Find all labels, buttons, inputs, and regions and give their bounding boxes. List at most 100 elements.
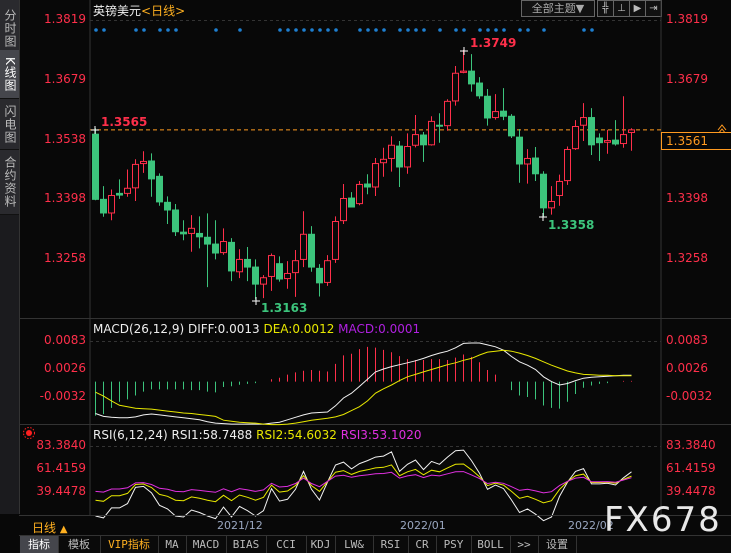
indicator-toolbar: 指标 模板 VIP指标 MA MACD BIAS CCI KDJ LW& RSI… xyxy=(19,535,731,553)
rsi-settings-icon xyxy=(23,427,35,439)
signal-dots xyxy=(94,28,594,32)
candle-up xyxy=(332,216,339,263)
candle-body xyxy=(172,209,179,233)
tab-kline[interactable]: K线图 xyxy=(0,50,19,99)
candle-body xyxy=(468,70,475,85)
candle-body xyxy=(276,263,283,280)
candle-down xyxy=(180,220,187,241)
rsi3-value: RSI3:53.1020 xyxy=(340,428,422,442)
start-price-label: 1.3565 xyxy=(101,115,148,129)
rsi-tick-left: 61.4159 xyxy=(36,461,86,475)
toolbar-bias[interactable]: BIAS xyxy=(226,536,267,553)
candle-down xyxy=(588,108,595,156)
signal-dot xyxy=(166,28,170,32)
date-axis: 2021/12 2022/01 2022/02 xyxy=(19,515,731,536)
toolbar-boll[interactable]: BOLL xyxy=(471,536,511,553)
candle-body xyxy=(484,95,491,119)
signal-dot xyxy=(294,28,298,32)
candle-body xyxy=(300,233,307,260)
macd-name: MACD(26,12,9) xyxy=(93,322,185,336)
candle-body xyxy=(612,139,619,145)
signal-dot xyxy=(374,28,378,32)
toolbar-indicators[interactable]: 指标 xyxy=(20,536,59,553)
candle-down xyxy=(196,216,203,249)
macd-tick-left: 0.0026 xyxy=(44,361,86,375)
candle-down xyxy=(228,238,235,282)
tab-intraday[interactable]: 分时图 xyxy=(0,0,19,57)
candle-up xyxy=(404,133,411,174)
toolbar-settings[interactable]: 设置 xyxy=(538,536,577,553)
candle-up xyxy=(220,228,227,255)
candle-body xyxy=(116,192,123,196)
tab-flash-chart[interactable]: 闪电图 xyxy=(0,99,19,150)
price-tick-left: 1.3538 xyxy=(44,132,86,146)
toolbar-macd[interactable]: MACD xyxy=(186,536,227,553)
toolbar-templates[interactable]: 模板 xyxy=(58,536,101,553)
candle-body xyxy=(596,137,603,144)
tab-contract-info[interactable]: 合约资料 xyxy=(0,150,19,215)
signal-dot xyxy=(486,28,490,32)
candle-body xyxy=(164,201,171,211)
candle-up xyxy=(140,151,147,173)
toolbar-cr[interactable]: CR xyxy=(408,536,437,553)
rsi-tick-right: 61.4159 xyxy=(666,461,716,475)
date-tick: 2022/02 xyxy=(568,519,614,532)
candle-up xyxy=(284,261,291,289)
current-price-tag: 1.3561 xyxy=(661,132,731,150)
symbol-name: 英镑美元 xyxy=(93,4,142,18)
candle-up xyxy=(492,94,499,120)
toolbar-more[interactable]: >> xyxy=(510,536,539,553)
candle-body xyxy=(228,241,235,272)
candle-body xyxy=(340,197,347,222)
candle-body xyxy=(308,233,315,268)
fx678-watermark: FX678 xyxy=(604,500,722,540)
toolbar-kdj[interactable]: KDJ xyxy=(306,536,336,553)
date-tick: 2022/01 xyxy=(400,519,446,532)
candle-down xyxy=(172,204,179,236)
extreme-markers xyxy=(91,47,547,305)
candle-body xyxy=(516,136,523,165)
candle-body xyxy=(148,160,155,180)
signal-dot xyxy=(134,28,138,32)
toolbar-vip-indicators[interactable]: VIP指标 xyxy=(100,536,159,553)
candle-up xyxy=(236,249,243,279)
price-tick-right: 1.3398 xyxy=(666,191,708,205)
candle-down xyxy=(316,264,323,297)
candle-body xyxy=(220,241,227,254)
rsi1-line xyxy=(95,449,632,522)
candle-up xyxy=(564,146,571,185)
macd-dea-line xyxy=(95,349,632,426)
theme-dropdown[interactable]: 全部主题▼ xyxy=(521,0,595,17)
price-tick-left: 1.3679 xyxy=(44,72,86,86)
candle-body xyxy=(420,134,427,146)
candle-body xyxy=(444,100,451,127)
period-selector[interactable]: 日线 ▲ xyxy=(32,519,68,536)
signal-dot xyxy=(422,28,426,32)
macd-tick-right: 0.0026 xyxy=(666,361,708,375)
candle-up xyxy=(580,103,587,141)
toolbar-psy[interactable]: PSY xyxy=(436,536,472,553)
candle-body xyxy=(140,160,147,165)
candle-down xyxy=(468,54,475,92)
candle-down xyxy=(596,133,603,162)
start-marker-icon xyxy=(91,126,99,134)
candle-down xyxy=(204,213,211,288)
toolbar-lw[interactable]: LW& xyxy=(335,536,374,553)
toolbar-rsi[interactable]: RSI xyxy=(373,536,409,553)
price-tick-left: 1.3398 xyxy=(44,191,86,205)
signal-dot xyxy=(406,28,410,32)
candle-body xyxy=(604,140,611,143)
candle-body xyxy=(540,173,547,209)
toolbar-cci[interactable]: CCI xyxy=(266,536,307,553)
price-tick-right: 1.3819 xyxy=(666,12,708,26)
candle-up xyxy=(428,116,435,146)
candle-up xyxy=(388,136,395,172)
candle-body xyxy=(548,200,555,209)
signal-dot xyxy=(102,28,106,32)
toolbar-ma[interactable]: MA xyxy=(158,536,187,553)
price-tick-left: 1.3258 xyxy=(44,251,86,265)
candle-body xyxy=(268,255,275,277)
candle-down xyxy=(476,77,483,99)
signal-dot xyxy=(158,28,162,32)
